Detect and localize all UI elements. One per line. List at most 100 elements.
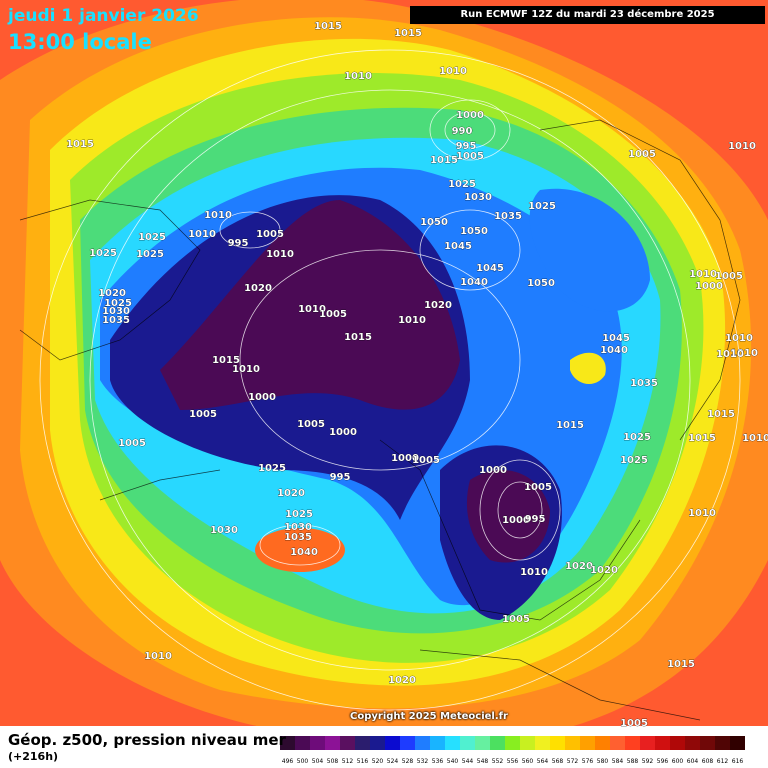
legend-label: 580	[597, 758, 609, 765]
isobar-label: 1020	[277, 488, 305, 499]
isobar-label: 1030	[464, 192, 492, 203]
field-title: Géop. z500, pression niveau mer	[8, 731, 286, 749]
legend-label: 564	[537, 758, 549, 765]
legend-label: 600	[672, 758, 684, 765]
legend-label: 596	[657, 758, 669, 765]
isobar-label: 995	[228, 238, 249, 249]
isobar-label: 1010	[344, 71, 372, 82]
isobar-label: 1000	[248, 392, 276, 403]
legend-swatch	[625, 736, 640, 750]
legend-label: 508	[327, 758, 339, 765]
legend-label: 536	[432, 758, 444, 765]
legend-label: 616	[732, 758, 744, 765]
legend-swatch	[445, 736, 460, 750]
isobar-label: 1035	[102, 315, 130, 326]
legend-swatch	[355, 736, 370, 750]
legend-label: 604	[687, 758, 699, 765]
isobar-label: 1020	[244, 283, 272, 294]
legend-label: 612	[717, 758, 729, 765]
isobar-label: 1000	[695, 281, 723, 292]
isobar-label: 1005	[256, 229, 284, 240]
isobar-label: 995	[525, 514, 546, 525]
isobar-label: 1045	[444, 241, 472, 252]
isobar-label: 1015	[314, 21, 342, 32]
copyright: Copyright 2025 Meteociel.fr	[350, 711, 508, 722]
isobar-label: 1025	[623, 432, 651, 443]
isobar-label: 1015	[66, 139, 94, 150]
isobar-label: 1040	[460, 277, 488, 288]
isobar-label: 1015	[667, 659, 695, 670]
isobar-label: 1035	[284, 532, 312, 543]
isobar-label: 1010	[730, 348, 758, 359]
isobar-label: 1015	[344, 332, 372, 343]
isobar-label: 1010	[742, 433, 768, 444]
legend-swatch	[370, 736, 385, 750]
isobar-label: 1010	[439, 66, 467, 77]
isobar-label: 1015	[707, 409, 735, 420]
isobar-label: 1020	[424, 300, 452, 311]
isobar-label: 995	[456, 141, 477, 152]
legend-label: 520	[372, 758, 384, 765]
isobar-label: 1015	[394, 28, 422, 39]
legend-label: 584	[612, 758, 624, 765]
isobar-label: 1030	[102, 306, 130, 317]
legend-label: 548	[477, 758, 489, 765]
isobar-label: 1025	[528, 201, 556, 212]
isobar-label: 1005	[628, 149, 656, 160]
isobar-label: 1040	[600, 345, 628, 356]
isobar-label: 1010	[688, 508, 716, 519]
isobar-label: 1040	[290, 547, 318, 558]
isobar-label: 1020	[590, 565, 618, 576]
legend-swatch	[610, 736, 625, 750]
legend-swatch	[505, 736, 520, 750]
legend-swatch	[670, 736, 685, 750]
isobar-label: 990	[452, 126, 473, 137]
isobar-label: 1005	[189, 409, 217, 420]
legend-label: 532	[417, 758, 429, 765]
isobar-label: 1015	[688, 433, 716, 444]
isobar-label: 1015	[556, 420, 584, 431]
isobar-label: 1005	[502, 614, 530, 625]
isobar-label: 1045	[476, 263, 504, 274]
isobar-label: 1025	[258, 463, 286, 474]
legend-label: 516	[357, 758, 369, 765]
isobar-label: 1005	[715, 271, 743, 282]
legend-swatch	[430, 736, 445, 750]
lead-time: (+216h)	[8, 750, 59, 763]
legend-swatch	[595, 736, 610, 750]
isobar-label: 1035	[494, 211, 522, 222]
legend-swatch	[550, 736, 565, 750]
isobar-label: 1030	[284, 522, 312, 533]
legend-label: 576	[582, 758, 594, 765]
isobar-label: 1010	[398, 315, 426, 326]
legend-swatch	[730, 736, 745, 750]
legend-swatch	[475, 736, 490, 750]
legend-swatch	[640, 736, 655, 750]
isobar-label: 1025	[620, 455, 648, 466]
valid-date: jeudi 1 janvier 2026	[8, 6, 199, 26]
isobar-label: 1010	[232, 364, 260, 375]
legend-label: 572	[567, 758, 579, 765]
legend-label: 528	[402, 758, 414, 765]
legend-swatch	[655, 736, 670, 750]
isobar-label: 1005	[118, 438, 146, 449]
isobar-label: 1005	[412, 455, 440, 466]
legend-label: 512	[342, 758, 354, 765]
isobar-label: 1010	[204, 210, 232, 221]
legend-swatch	[415, 736, 430, 750]
isobar-label: 1010	[266, 249, 294, 260]
legend-label: 568	[552, 758, 564, 765]
isobar-label: 1050	[527, 278, 555, 289]
isobar-label: 1005	[524, 482, 552, 493]
legend-label: 504	[312, 758, 324, 765]
run-info: Run ECMWF 12Z du mardi 23 décembre 2025	[410, 6, 765, 24]
isobar-label: 1010	[188, 229, 216, 240]
isobar-label: 1005	[297, 419, 325, 430]
legend-swatch	[310, 736, 325, 750]
legend-label: 524	[387, 758, 399, 765]
isobar-label: 1000	[329, 427, 357, 438]
isobar-label: 1000	[456, 110, 484, 121]
isobar-label: 1015	[430, 155, 458, 166]
